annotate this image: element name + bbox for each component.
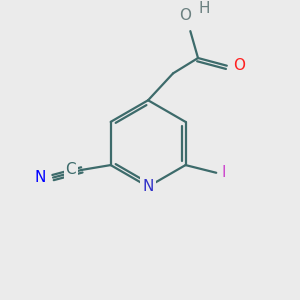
Text: I: I bbox=[221, 165, 226, 180]
Text: N: N bbox=[142, 179, 154, 194]
Text: C: C bbox=[65, 162, 76, 177]
Text: N: N bbox=[35, 170, 46, 185]
Text: O: O bbox=[179, 8, 191, 23]
Text: O: O bbox=[233, 58, 245, 73]
Text: H: H bbox=[198, 1, 209, 16]
